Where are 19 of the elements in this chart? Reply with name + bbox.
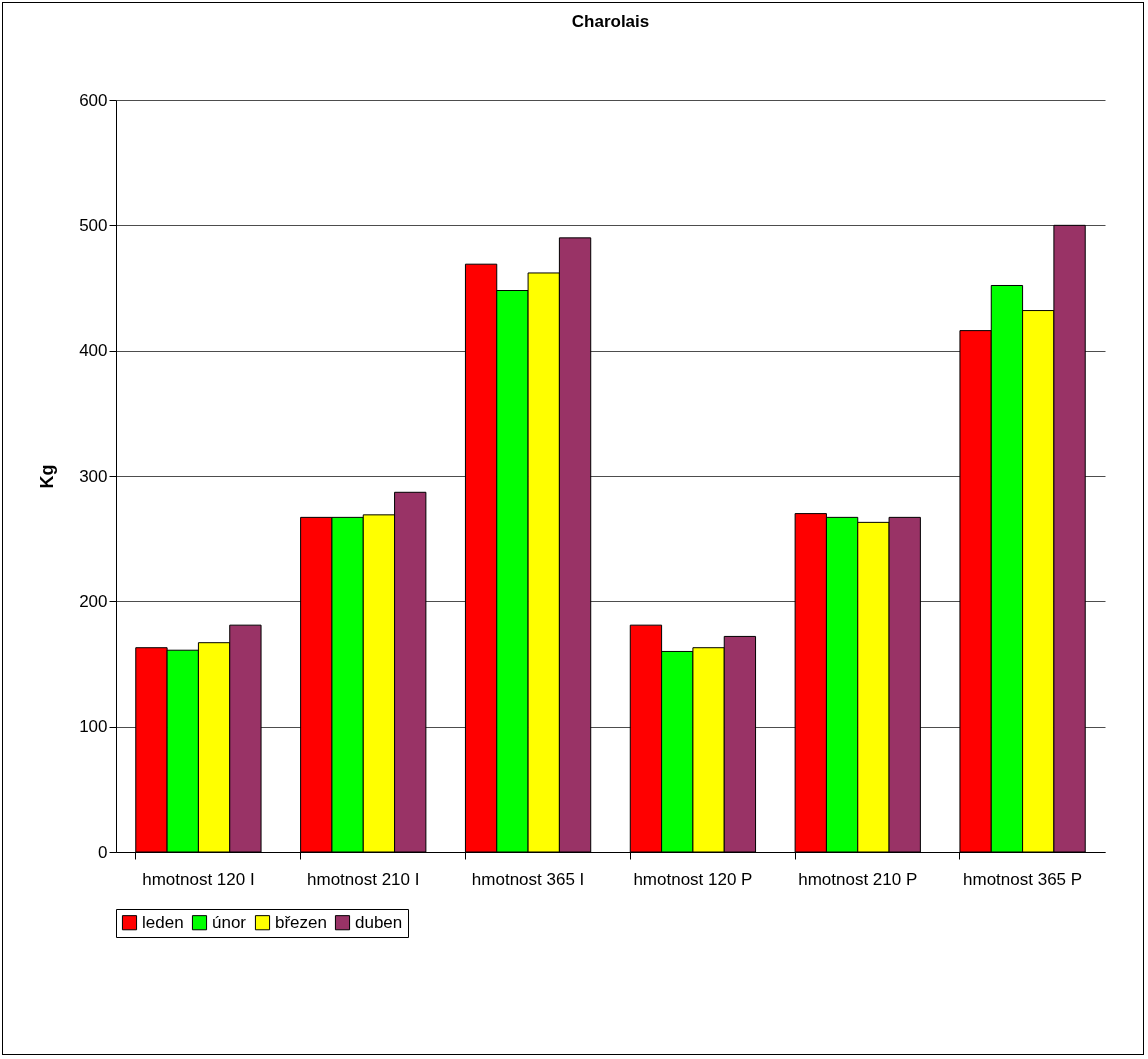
y-tick-label: 400 xyxy=(79,341,108,361)
legend-label: leden xyxy=(142,912,184,932)
y-axis-title: Kg xyxy=(37,464,58,489)
x-tick-label: hmotnost 120 I xyxy=(142,869,255,889)
y-tick-label: 0 xyxy=(98,842,108,862)
legend-label: březen xyxy=(275,912,327,932)
x-tick-label: hmotnost 365 I xyxy=(471,869,585,889)
x-tick-label: hmotnost 365 P xyxy=(963,869,1083,889)
y-tick-label: 300 xyxy=(79,466,108,486)
x-tick-label: hmotnost 120 P xyxy=(633,869,753,889)
x-tick-label: hmotnost 210 I xyxy=(307,869,420,889)
y-tick-label: 200 xyxy=(79,591,108,611)
legend-label: únor xyxy=(212,912,247,932)
chart-title: Charolais xyxy=(571,12,650,31)
legend-label: duben xyxy=(355,912,403,932)
y-tick-label: 100 xyxy=(79,717,108,737)
y-tick-label: 500 xyxy=(79,215,108,235)
x-tick-label: hmotnost 210 P xyxy=(798,869,918,889)
y-tick-label: 600 xyxy=(79,90,108,110)
